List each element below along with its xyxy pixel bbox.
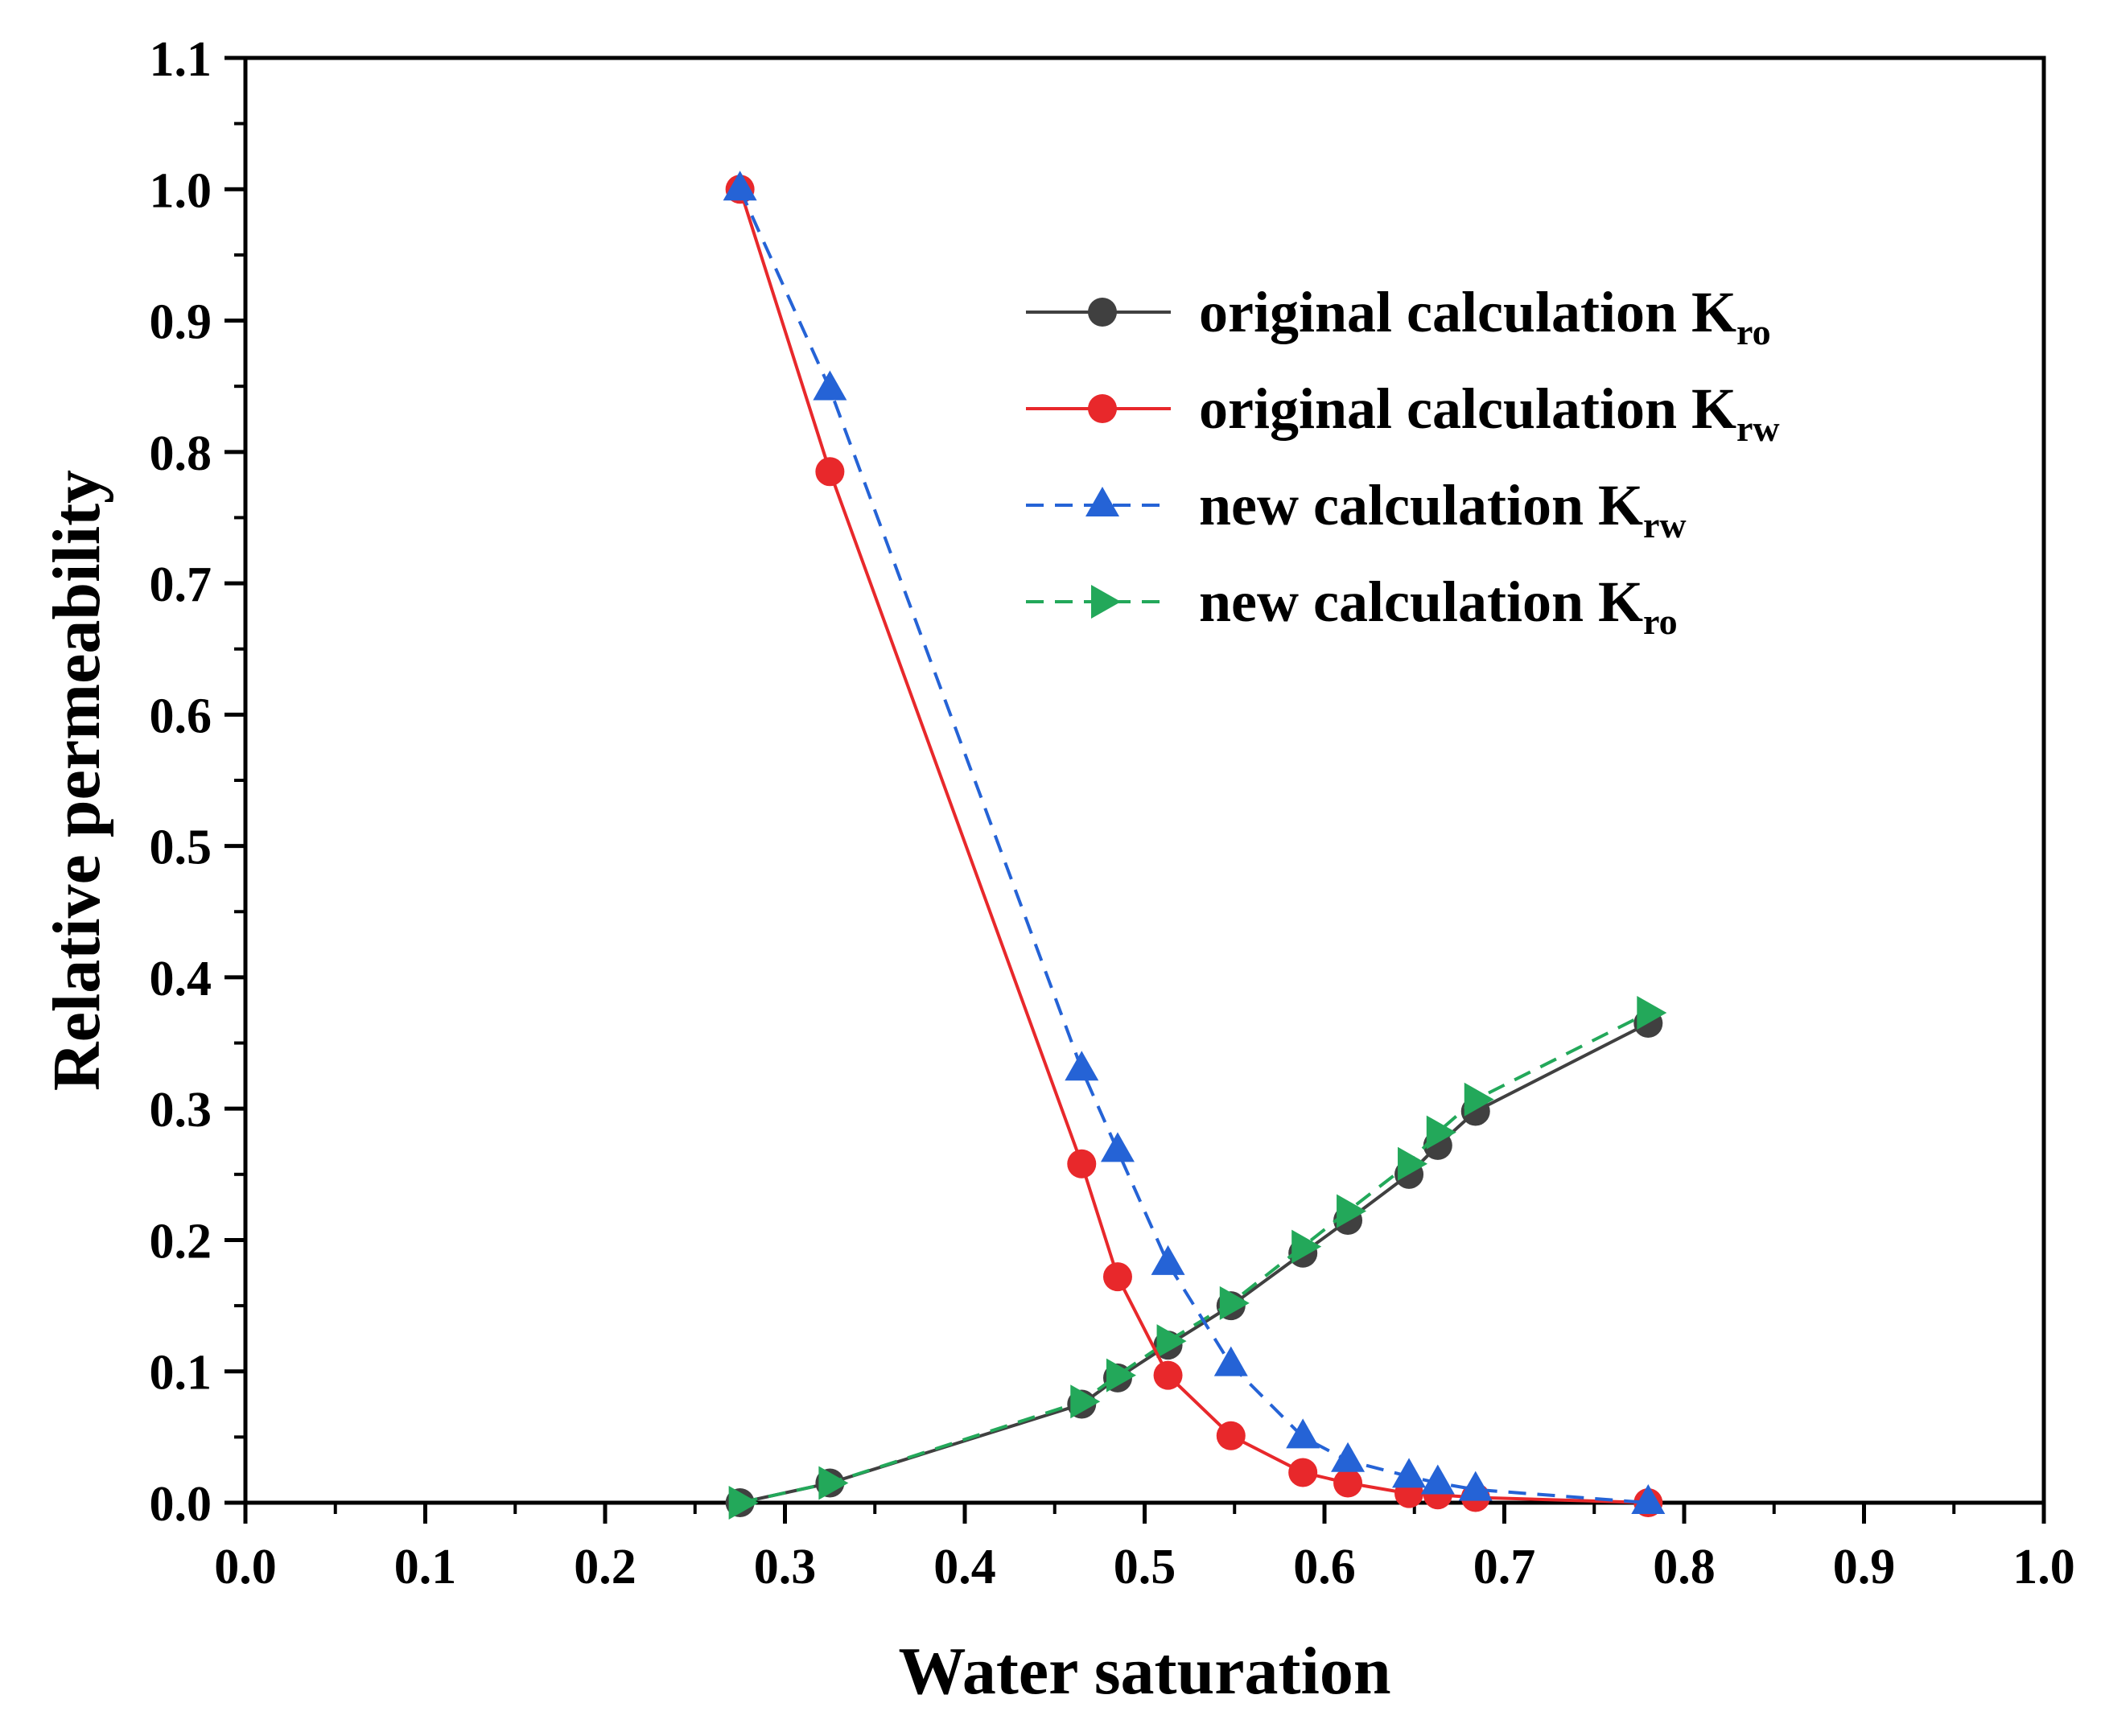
y-axis: 0.0 0.1 0.2 0.3 0.4 0.5 0.6 0.7 0.8 0.9 1.0 1.1: [150, 32, 245, 1532]
data-point: [1067, 1149, 1097, 1179]
x-tick-label: 0.1: [394, 1540, 457, 1594]
data-point: [1100, 1132, 1135, 1162]
legend-label: original calculation Kro: [1199, 280, 1771, 352]
legend-label-subscript: rw: [1736, 408, 1780, 449]
legend-label-subscript: ro: [1736, 311, 1771, 352]
legend-entry: new calculation Kro: [1026, 570, 1678, 642]
y-tick-label: 1.1: [150, 32, 212, 87]
legend-entry: original calculation Krw: [1026, 376, 1780, 449]
data-point: [1286, 1418, 1320, 1449]
y-tick-label: 0.0: [150, 1477, 212, 1532]
data-point: [1426, 1115, 1456, 1150]
data-point: [1219, 1286, 1250, 1320]
legend-label-subscript: ro: [1643, 601, 1678, 642]
data-point: [1106, 1358, 1136, 1393]
data-point: [1331, 1442, 1366, 1472]
data-point: [1156, 1324, 1187, 1359]
data-point: [1458, 1471, 1493, 1501]
data-point: [1291, 1229, 1322, 1264]
series-new-calculation-krw: [723, 171, 1666, 1514]
legend-marker: [1085, 487, 1119, 516]
legend-label-main: new calculation K: [1199, 473, 1643, 537]
data-point: [728, 1486, 759, 1520]
x-tick-label: 0.2: [574, 1540, 636, 1594]
legend-label-subscript: rw: [1643, 504, 1687, 545]
y-tick-label: 0.5: [150, 821, 212, 875]
x-tick-label: 1.0: [2012, 1540, 2075, 1594]
data-point: [723, 171, 757, 201]
y-tick-label: 0.3: [150, 1083, 212, 1137]
data-point: [815, 457, 845, 487]
data-point: [1398, 1146, 1428, 1181]
y-tick-label: 0.8: [150, 426, 212, 481]
legend-label-main: original calculation K: [1199, 376, 1736, 441]
legend-label: new calculation Krw: [1199, 473, 1687, 545]
legend-entry: original calculation Kro: [1026, 280, 1771, 352]
legend-entry: new calculation Krw: [1026, 473, 1687, 545]
x-tick-label: 0.6: [1293, 1540, 1356, 1594]
x-tick-label: 0.5: [1114, 1540, 1176, 1594]
y-tick-label: 0.4: [150, 952, 212, 1006]
legend-marker: [1088, 394, 1117, 423]
y-tick-label: 0.9: [150, 295, 212, 350]
data-point: [1213, 1346, 1248, 1376]
y-tick-label: 0.1: [150, 1346, 212, 1401]
data-point: [1631, 1484, 1666, 1514]
data-point: [1216, 1421, 1246, 1450]
legend-marker: [1088, 298, 1117, 327]
x-axis-title: Water saturation: [898, 1634, 1390, 1709]
data-point: [1464, 1082, 1494, 1117]
y-tick-label: 1.0: [150, 163, 212, 218]
legend-label: original calculation Krw: [1199, 376, 1780, 449]
data-point: [1070, 1384, 1101, 1419]
legend-label-main: new calculation K: [1199, 570, 1643, 634]
data-point: [818, 1466, 849, 1500]
data-point: [1337, 1194, 1367, 1228]
series-line: [738, 188, 1649, 1504]
series-layer: [723, 171, 1667, 1520]
data-point: [1102, 1262, 1132, 1292]
data-point: [1420, 1464, 1455, 1495]
y-tick-label: 0.6: [150, 689, 212, 743]
legend-label: new calculation Kro: [1199, 570, 1678, 642]
data-point: [1153, 1360, 1183, 1390]
data-point: [1333, 1468, 1363, 1498]
y-axis-title: Relative permeability: [39, 470, 114, 1091]
data-point: [1288, 1458, 1318, 1487]
y-tick-label: 0.7: [150, 557, 212, 612]
x-axis: 0.0 0.1 0.2 0.3 0.4 0.5 0.6 0.7 0.8 0.9 1.0: [214, 1503, 2075, 1594]
data-point: [1151, 1244, 1185, 1275]
x-tick-label: 0.9: [1833, 1540, 1896, 1594]
x-tick-label: 0.7: [1473, 1540, 1536, 1594]
series-new-calculation-kro: [728, 995, 1667, 1520]
x-tick-label: 0.8: [1653, 1540, 1716, 1594]
y-tick-label: 0.2: [150, 1214, 212, 1269]
data-point: [1637, 995, 1667, 1030]
legend-label-main: original calculation K: [1199, 280, 1736, 344]
x-tick-label: 0.0: [214, 1540, 277, 1594]
x-tick-label: 0.3: [754, 1540, 817, 1594]
data-point: [1065, 1051, 1099, 1081]
data-point: [1392, 1458, 1427, 1488]
legend-marker: [1091, 585, 1121, 619]
x-tick-label: 0.4: [933, 1540, 996, 1594]
data-point: [813, 370, 847, 401]
